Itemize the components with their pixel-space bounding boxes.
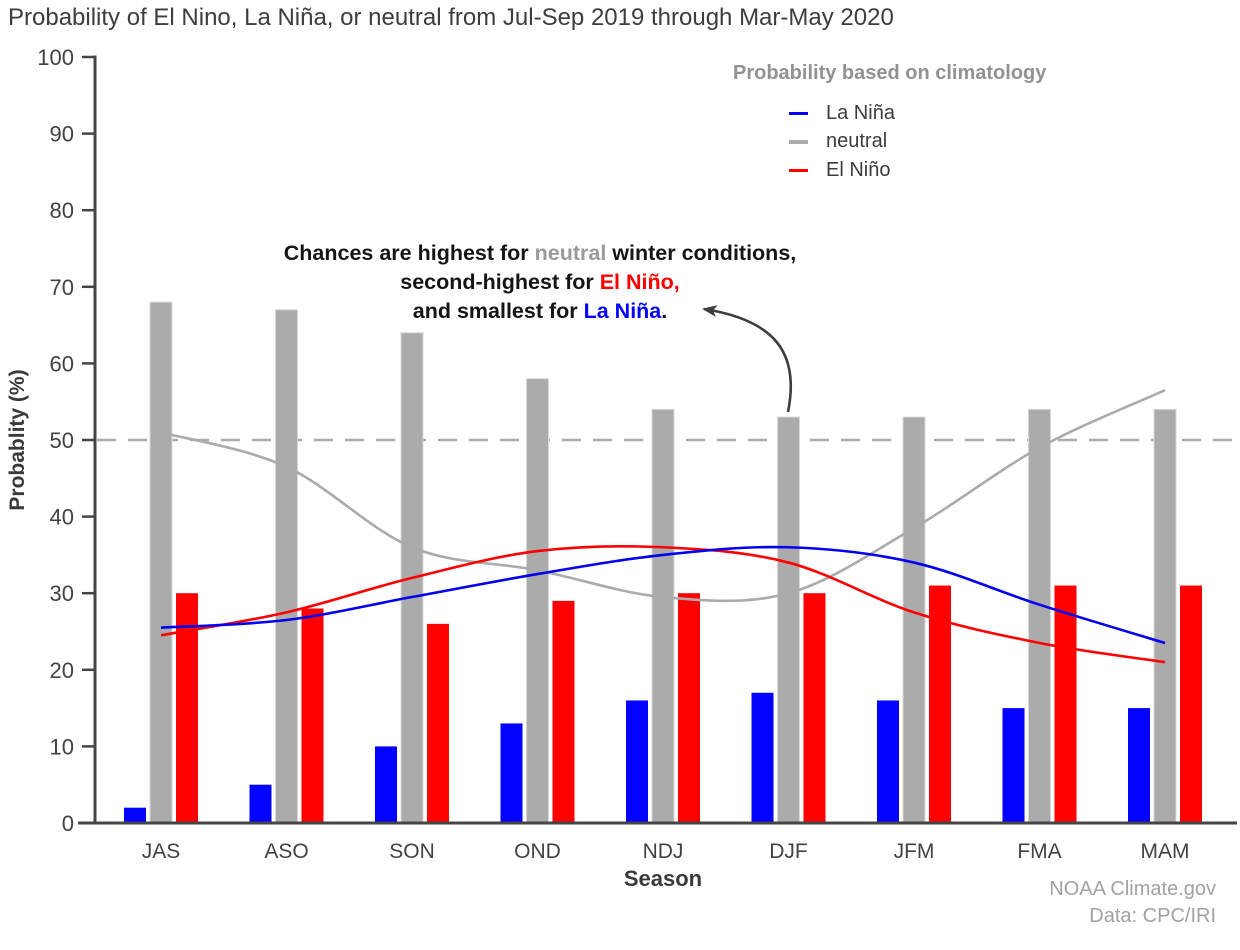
bar-JFM-La Niña	[877, 700, 899, 823]
el-nino-line-swatch	[789, 168, 808, 172]
legend-label: El Niño	[826, 158, 891, 181]
x-tick-label: JAS	[142, 840, 181, 863]
legend: Probability based on climatology La Niña…	[733, 62, 1046, 185]
y-tick-label: 70	[50, 275, 74, 300]
bar-OND-neutral	[526, 378, 549, 824]
y-tick-label: 80	[50, 198, 74, 223]
bar-JAS-La Niña	[124, 807, 146, 823]
y-tick-label: 10	[50, 734, 74, 759]
bar-MAM-El Niño	[1180, 585, 1202, 823]
bar-SON-El Niño	[427, 623, 449, 823]
bar-DJF-El Niño	[803, 593, 826, 823]
neutral-line-swatch	[789, 140, 808, 144]
line-El Niño climatology	[160, 544, 1166, 664]
annotation-text: Chances are highest for neutral winter c…	[283, 241, 797, 323]
bar-FMA-neutral	[1028, 408, 1051, 824]
bar-JAS-neutral	[149, 301, 173, 824]
bar-JAS-El Niño	[176, 593, 198, 823]
y-tick-label: 0	[62, 811, 74, 836]
footer: NOAA Climate.gov Data: CPC/IRI	[1049, 876, 1216, 930]
legend-label: neutral	[826, 130, 888, 153]
legend-items: La Niña neutral El Niño	[789, 99, 1046, 185]
x-tick-label: NDJ	[643, 840, 684, 863]
x-tick-label: ASO	[264, 840, 308, 863]
legend-title: Probability based on climatology	[733, 62, 1047, 84]
bar-ASO-El Niño	[301, 608, 324, 823]
bar-SON-La Niña	[375, 746, 397, 823]
y-axis-title: Probablity (%)	[6, 369, 29, 510]
line-neutral climatology	[160, 389, 1166, 603]
bar-MAM-neutral	[1153, 408, 1177, 824]
bar-FMA-El Niño	[1054, 585, 1077, 823]
bar-NDJ-neutral	[651, 408, 675, 824]
y-tick-label: 40	[50, 505, 74, 530]
legend-item-el-nino: El Niño	[789, 156, 1046, 185]
y-tick-label: 90	[50, 122, 74, 147]
la-nina-line-swatch	[789, 111, 808, 115]
x-tick-label: DJF	[769, 840, 808, 863]
bar-OND-El Niño	[552, 600, 575, 823]
y-tick-label: 20	[50, 658, 74, 683]
page-title: Probability of El Nino, La Niña, or neut…	[8, 4, 894, 31]
bar-JFM-El Niño	[929, 585, 951, 823]
bar-MAM-La Niña	[1128, 708, 1150, 823]
x-tick-label: OND	[514, 840, 561, 863]
bar-NDJ-El Niño	[678, 593, 700, 823]
bar-ASO-La Niña	[249, 784, 272, 823]
y-tick-label: 100	[37, 45, 74, 70]
x-tick-label: MAM	[1141, 840, 1190, 863]
bar-DJF-La Niña	[751, 692, 774, 823]
bar-DJF-neutral	[777, 416, 800, 824]
bar-ASO-neutral	[275, 309, 298, 824]
x-tick-label: JFM	[894, 840, 935, 863]
legend-item-la-nina: La Niña	[789, 99, 1046, 128]
annotation-arrow	[702, 305, 793, 413]
footer-data-source: Data: CPC/IRI	[1089, 905, 1216, 927]
legend-label: La Niña	[826, 101, 895, 124]
x-tick-label: SON	[389, 840, 435, 863]
bar-NDJ-La Niña	[626, 700, 648, 823]
line-La Niña climatology	[160, 545, 1166, 645]
y-tick-label: 50	[50, 428, 74, 453]
footer-credit: NOAA Climate.gov	[1049, 878, 1216, 900]
x-tick-label: FMA	[1017, 840, 1061, 863]
bar-JFM-neutral	[902, 416, 926, 824]
bar-FMA-La Niña	[1002, 708, 1025, 823]
bar-OND-La Niña	[500, 723, 523, 823]
y-tick-label: 60	[50, 351, 74, 376]
x-axis-title: Season	[624, 866, 702, 891]
y-tick-label: 30	[50, 581, 74, 606]
legend-item-neutral: neutral	[789, 128, 1046, 157]
